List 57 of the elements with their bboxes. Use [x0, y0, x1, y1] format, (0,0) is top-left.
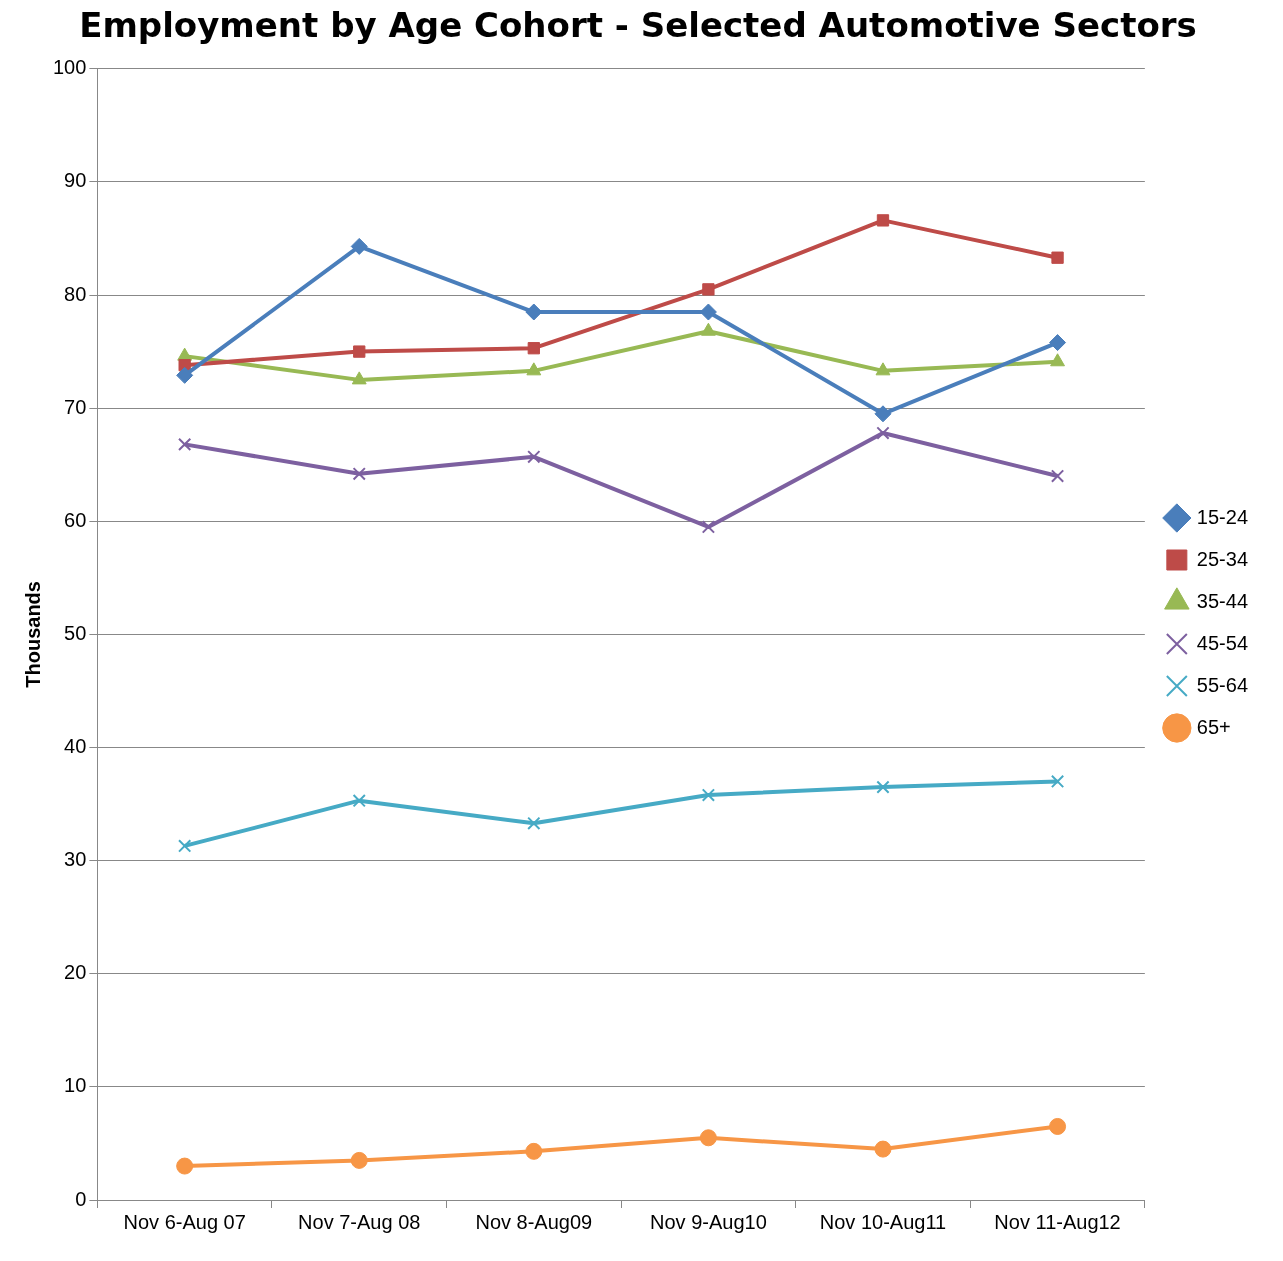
y-tick-label: 30: [64, 848, 87, 871]
x-tick-label: Nov 7-Aug 08: [298, 1210, 421, 1233]
y-tick-label: 0: [75, 1187, 87, 1210]
point: [1050, 469, 1065, 483]
point: [351, 371, 367, 385]
point: [1051, 251, 1064, 264]
point: [350, 237, 368, 255]
legend-label: 65+: [1196, 715, 1231, 738]
point: [874, 1140, 892, 1158]
point: [1050, 353, 1065, 367]
point: [527, 342, 540, 355]
point: [352, 467, 366, 481]
point: [350, 1151, 368, 1169]
point: [1049, 334, 1067, 352]
legend-label: 45-54: [1196, 631, 1248, 654]
point: [178, 839, 192, 853]
y-tick-label: 60: [64, 508, 87, 531]
y-tick-label: 10: [64, 1074, 87, 1097]
point: [874, 405, 892, 423]
y-axis-title: Thousands: [21, 581, 44, 688]
point: [876, 780, 890, 794]
point: [699, 1129, 717, 1147]
y-tick-label: 20: [64, 961, 87, 984]
point: [876, 214, 890, 227]
point: [352, 794, 366, 808]
chart-title: Employment by Age Cohort - Selected Automotive Sectors: [79, 5, 1197, 46]
point: [178, 437, 192, 452]
point: [701, 520, 716, 534]
point: [700, 322, 716, 336]
point: [176, 1157, 194, 1175]
point: [701, 788, 716, 802]
x-tick-label: Nov 10-Aug11: [819, 1210, 947, 1233]
point: [875, 362, 891, 376]
legend-label: 15-24: [1196, 505, 1248, 528]
point: [527, 816, 541, 830]
legend-label: 55-64: [1196, 673, 1248, 696]
point: [1050, 774, 1065, 789]
y-tick-label: 100: [52, 56, 87, 79]
legend-label: 25-34: [1196, 547, 1248, 570]
x-tick-label: Nov 11-Aug12: [994, 1210, 1121, 1233]
y-tick-label: 80: [64, 282, 87, 305]
point: [353, 345, 366, 358]
point: [176, 366, 194, 384]
y-tick-label: 90: [64, 169, 87, 192]
point: [876, 426, 890, 440]
y-tick-label: 40: [64, 735, 87, 758]
x-tick-label: Nov 6-Aug 07: [123, 1210, 246, 1233]
y-tick-label: 50: [64, 621, 87, 644]
x-tick-label: Nov 8-Aug09: [475, 1210, 593, 1233]
point: [526, 362, 542, 376]
legend-label: 35-44: [1196, 589, 1248, 612]
y-tick-label: 70: [64, 395, 87, 418]
point: [527, 450, 541, 464]
point: [525, 1142, 543, 1160]
x-tick-label: Nov 9-Aug10: [650, 1210, 767, 1233]
point: [1049, 1117, 1067, 1135]
point: [702, 283, 715, 296]
